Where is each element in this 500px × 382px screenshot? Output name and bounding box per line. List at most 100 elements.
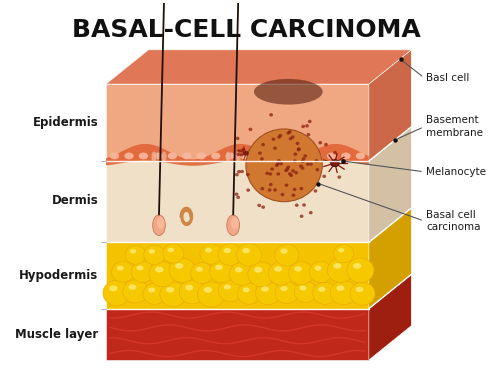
Ellipse shape: [110, 152, 119, 159]
Ellipse shape: [246, 188, 250, 192]
Ellipse shape: [148, 288, 156, 293]
Ellipse shape: [168, 248, 174, 252]
Ellipse shape: [268, 172, 272, 176]
Ellipse shape: [300, 167, 304, 170]
Ellipse shape: [117, 265, 124, 270]
Ellipse shape: [240, 153, 244, 156]
Ellipse shape: [330, 280, 357, 305]
Polygon shape: [369, 274, 412, 360]
Ellipse shape: [224, 285, 231, 290]
Ellipse shape: [103, 280, 130, 305]
Ellipse shape: [314, 159, 318, 162]
Ellipse shape: [261, 143, 265, 146]
Ellipse shape: [333, 151, 337, 154]
Ellipse shape: [200, 244, 222, 264]
Ellipse shape: [242, 149, 245, 152]
Ellipse shape: [342, 152, 350, 159]
Ellipse shape: [196, 152, 206, 159]
Ellipse shape: [330, 160, 339, 167]
Ellipse shape: [268, 188, 272, 192]
Polygon shape: [106, 144, 369, 166]
Ellipse shape: [270, 167, 274, 171]
Ellipse shape: [236, 137, 240, 140]
Ellipse shape: [144, 245, 165, 265]
Ellipse shape: [155, 267, 164, 272]
Ellipse shape: [227, 215, 239, 235]
Ellipse shape: [294, 171, 298, 175]
Ellipse shape: [322, 175, 326, 178]
Ellipse shape: [240, 170, 244, 173]
Ellipse shape: [296, 142, 300, 145]
Ellipse shape: [308, 120, 312, 123]
Ellipse shape: [309, 211, 312, 214]
Ellipse shape: [190, 263, 214, 283]
Ellipse shape: [306, 133, 310, 136]
Ellipse shape: [292, 188, 296, 191]
Ellipse shape: [260, 157, 264, 160]
Ellipse shape: [275, 244, 299, 266]
Ellipse shape: [284, 152, 292, 159]
Ellipse shape: [157, 217, 164, 229]
Ellipse shape: [300, 215, 304, 218]
Text: Muscle layer: Muscle layer: [15, 328, 98, 341]
Text: Epidermis: Epidermis: [32, 116, 98, 129]
Ellipse shape: [306, 162, 310, 166]
Ellipse shape: [236, 151, 241, 162]
Ellipse shape: [185, 285, 193, 290]
Ellipse shape: [218, 244, 242, 265]
Ellipse shape: [318, 141, 322, 144]
Ellipse shape: [128, 284, 136, 290]
Ellipse shape: [258, 204, 261, 207]
Ellipse shape: [224, 248, 231, 253]
Ellipse shape: [254, 79, 322, 105]
Ellipse shape: [242, 287, 250, 292]
Ellipse shape: [160, 282, 187, 306]
Ellipse shape: [182, 152, 192, 159]
Ellipse shape: [301, 125, 305, 128]
Ellipse shape: [168, 152, 177, 159]
Ellipse shape: [299, 164, 303, 168]
Text: Basal cell
carcinoma: Basal cell carcinoma: [426, 210, 480, 232]
Ellipse shape: [242, 248, 250, 253]
Ellipse shape: [240, 152, 250, 159]
Ellipse shape: [198, 282, 225, 307]
Ellipse shape: [294, 266, 302, 272]
Ellipse shape: [309, 162, 313, 166]
Ellipse shape: [302, 203, 306, 207]
Ellipse shape: [296, 148, 300, 151]
Polygon shape: [106, 309, 369, 360]
Ellipse shape: [293, 159, 296, 163]
Ellipse shape: [254, 267, 262, 273]
Polygon shape: [106, 161, 369, 242]
Ellipse shape: [280, 286, 287, 291]
Ellipse shape: [292, 194, 296, 197]
Ellipse shape: [169, 258, 196, 282]
Polygon shape: [106, 50, 412, 84]
Ellipse shape: [261, 286, 269, 292]
Ellipse shape: [210, 260, 234, 283]
Ellipse shape: [347, 258, 374, 283]
Ellipse shape: [288, 137, 292, 140]
Ellipse shape: [288, 262, 314, 285]
Ellipse shape: [246, 173, 250, 176]
Ellipse shape: [269, 113, 273, 117]
Ellipse shape: [291, 135, 294, 139]
Ellipse shape: [235, 267, 242, 272]
Ellipse shape: [248, 128, 252, 131]
Ellipse shape: [288, 130, 292, 133]
Ellipse shape: [125, 245, 146, 264]
Ellipse shape: [269, 183, 272, 186]
Ellipse shape: [350, 282, 375, 305]
Ellipse shape: [314, 265, 322, 271]
Ellipse shape: [353, 263, 362, 269]
Text: Basement
membrane: Basement membrane: [426, 115, 483, 138]
Ellipse shape: [136, 265, 143, 270]
Ellipse shape: [336, 285, 344, 291]
Ellipse shape: [294, 282, 318, 303]
Ellipse shape: [273, 146, 277, 150]
Ellipse shape: [143, 283, 166, 304]
Ellipse shape: [276, 172, 280, 176]
Ellipse shape: [277, 135, 281, 139]
Ellipse shape: [300, 187, 304, 190]
Ellipse shape: [284, 183, 288, 187]
